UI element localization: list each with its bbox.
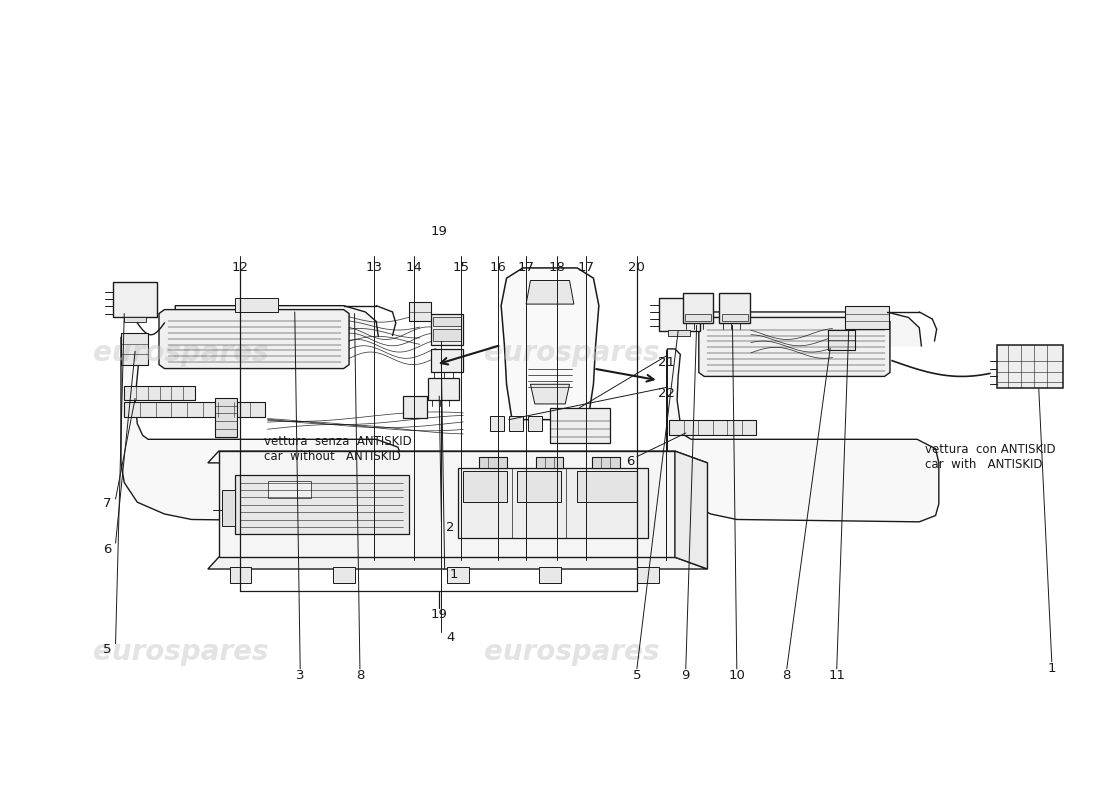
Polygon shape <box>121 337 404 522</box>
FancyBboxPatch shape <box>333 567 354 583</box>
FancyBboxPatch shape <box>124 386 195 400</box>
Text: 16: 16 <box>490 262 506 274</box>
Text: 9: 9 <box>682 669 690 682</box>
FancyBboxPatch shape <box>409 302 430 322</box>
FancyBboxPatch shape <box>846 306 889 330</box>
FancyBboxPatch shape <box>222 490 235 526</box>
FancyBboxPatch shape <box>463 470 507 502</box>
FancyBboxPatch shape <box>428 378 459 400</box>
Text: 6: 6 <box>102 543 111 556</box>
Text: 7: 7 <box>102 498 111 510</box>
Text: 4: 4 <box>446 631 454 644</box>
Text: vettura  con ANTISKID
car  with   ANTISKID: vettura con ANTISKID car with ANTISKID <box>925 443 1055 471</box>
Text: 6: 6 <box>626 455 635 468</box>
FancyBboxPatch shape <box>230 567 251 583</box>
FancyBboxPatch shape <box>722 314 748 322</box>
FancyBboxPatch shape <box>480 457 507 468</box>
Text: eurospares: eurospares <box>484 339 660 367</box>
Text: eurospares: eurospares <box>484 638 660 666</box>
FancyBboxPatch shape <box>528 416 542 431</box>
FancyBboxPatch shape <box>593 457 619 468</box>
FancyBboxPatch shape <box>430 349 463 373</box>
Text: 1: 1 <box>1047 662 1056 675</box>
Polygon shape <box>668 349 938 522</box>
Polygon shape <box>208 451 707 463</box>
FancyBboxPatch shape <box>113 282 157 318</box>
Text: 13: 13 <box>365 262 383 274</box>
Text: eurospares: eurospares <box>94 638 268 666</box>
Text: 19: 19 <box>431 226 448 238</box>
Text: 20: 20 <box>628 262 646 274</box>
Text: 17: 17 <box>518 262 535 274</box>
FancyBboxPatch shape <box>432 330 461 341</box>
FancyBboxPatch shape <box>267 481 311 498</box>
Text: 17: 17 <box>578 262 594 274</box>
FancyBboxPatch shape <box>216 398 238 437</box>
Text: 12: 12 <box>232 262 249 274</box>
Text: 3: 3 <box>296 669 305 682</box>
Text: 1: 1 <box>449 568 458 581</box>
FancyBboxPatch shape <box>637 567 659 583</box>
Text: 21: 21 <box>658 356 674 369</box>
FancyBboxPatch shape <box>828 330 855 350</box>
FancyBboxPatch shape <box>121 333 148 365</box>
Polygon shape <box>713 312 922 349</box>
Text: 19: 19 <box>430 608 447 621</box>
Text: 18: 18 <box>548 262 565 274</box>
FancyBboxPatch shape <box>404 396 427 418</box>
FancyBboxPatch shape <box>235 474 409 534</box>
FancyBboxPatch shape <box>432 317 461 326</box>
Text: vettura  senza  ANTISKID
car  without   ANTISKID: vettura senza ANTISKID car without ANTIS… <box>264 435 412 463</box>
FancyBboxPatch shape <box>659 298 700 331</box>
FancyBboxPatch shape <box>508 416 522 431</box>
FancyBboxPatch shape <box>430 314 463 345</box>
FancyBboxPatch shape <box>124 317 146 322</box>
FancyBboxPatch shape <box>998 345 1063 388</box>
FancyBboxPatch shape <box>124 402 265 418</box>
FancyBboxPatch shape <box>669 330 690 335</box>
FancyBboxPatch shape <box>719 293 750 323</box>
Text: 5: 5 <box>102 643 111 657</box>
Polygon shape <box>698 318 890 377</box>
FancyBboxPatch shape <box>491 416 505 431</box>
FancyBboxPatch shape <box>550 408 609 443</box>
Polygon shape <box>526 281 574 304</box>
FancyBboxPatch shape <box>682 293 713 323</box>
Text: 15: 15 <box>452 262 470 274</box>
Text: 22: 22 <box>658 387 674 400</box>
Text: 10: 10 <box>728 669 745 682</box>
Text: 8: 8 <box>782 669 791 682</box>
FancyBboxPatch shape <box>670 420 757 435</box>
Polygon shape <box>675 451 707 569</box>
Polygon shape <box>502 268 598 420</box>
Text: 5: 5 <box>632 669 641 682</box>
FancyBboxPatch shape <box>578 470 637 502</box>
Polygon shape <box>219 451 675 558</box>
FancyBboxPatch shape <box>536 457 563 468</box>
FancyBboxPatch shape <box>539 567 561 583</box>
FancyBboxPatch shape <box>458 468 648 538</box>
FancyBboxPatch shape <box>684 314 711 322</box>
Polygon shape <box>530 384 570 404</box>
Text: 14: 14 <box>406 262 422 274</box>
Polygon shape <box>160 310 349 369</box>
FancyBboxPatch shape <box>447 567 469 583</box>
Text: 2: 2 <box>446 521 454 534</box>
Polygon shape <box>175 306 378 337</box>
Polygon shape <box>208 558 707 569</box>
Text: 11: 11 <box>828 669 845 682</box>
Text: eurospares: eurospares <box>94 339 268 367</box>
FancyBboxPatch shape <box>235 298 278 312</box>
Text: 8: 8 <box>355 669 364 682</box>
FancyBboxPatch shape <box>517 470 561 502</box>
